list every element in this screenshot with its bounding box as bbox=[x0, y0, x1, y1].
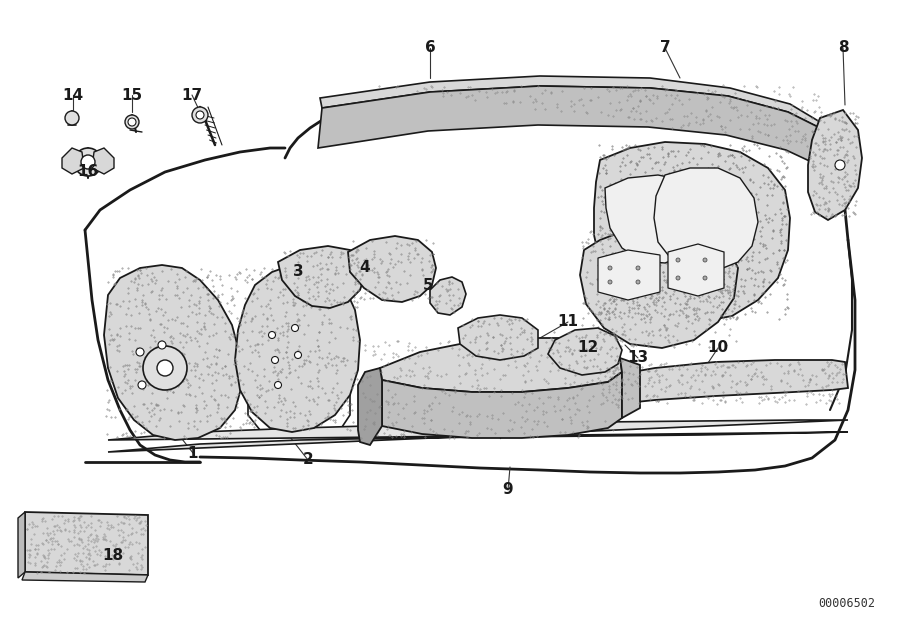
Text: 9: 9 bbox=[503, 483, 513, 497]
Polygon shape bbox=[22, 572, 148, 582]
Circle shape bbox=[157, 360, 173, 376]
Text: 16: 16 bbox=[77, 164, 99, 180]
Circle shape bbox=[192, 107, 208, 123]
Polygon shape bbox=[382, 372, 622, 438]
Polygon shape bbox=[358, 368, 382, 445]
Polygon shape bbox=[598, 360, 848, 406]
Text: 8: 8 bbox=[838, 41, 849, 55]
Polygon shape bbox=[278, 246, 365, 308]
Polygon shape bbox=[620, 358, 640, 418]
Polygon shape bbox=[348, 236, 436, 302]
Text: 14: 14 bbox=[62, 88, 84, 102]
Circle shape bbox=[294, 352, 302, 359]
Circle shape bbox=[676, 258, 680, 262]
Circle shape bbox=[636, 280, 640, 284]
Polygon shape bbox=[104, 265, 242, 440]
Text: 5: 5 bbox=[423, 277, 433, 293]
Polygon shape bbox=[430, 277, 466, 315]
Polygon shape bbox=[580, 224, 738, 348]
Circle shape bbox=[292, 324, 299, 331]
Circle shape bbox=[268, 331, 275, 338]
Polygon shape bbox=[62, 148, 84, 174]
Text: 11: 11 bbox=[557, 314, 579, 330]
Circle shape bbox=[136, 348, 144, 356]
Polygon shape bbox=[318, 86, 830, 165]
Text: 17: 17 bbox=[182, 88, 202, 102]
Circle shape bbox=[74, 148, 102, 176]
Text: 10: 10 bbox=[707, 340, 729, 356]
Circle shape bbox=[128, 118, 136, 126]
Polygon shape bbox=[18, 512, 25, 578]
Circle shape bbox=[138, 381, 146, 389]
Text: 4: 4 bbox=[360, 260, 370, 276]
Circle shape bbox=[608, 280, 612, 284]
Text: 6: 6 bbox=[425, 41, 436, 55]
Polygon shape bbox=[668, 244, 724, 296]
Circle shape bbox=[125, 115, 139, 129]
Circle shape bbox=[676, 276, 680, 280]
Circle shape bbox=[143, 346, 187, 390]
Circle shape bbox=[65, 111, 79, 125]
Circle shape bbox=[703, 276, 707, 280]
Circle shape bbox=[272, 356, 278, 363]
Polygon shape bbox=[108, 420, 848, 452]
Circle shape bbox=[835, 160, 845, 170]
Circle shape bbox=[158, 341, 166, 349]
Polygon shape bbox=[548, 328, 622, 375]
Text: 18: 18 bbox=[103, 547, 123, 563]
Polygon shape bbox=[808, 110, 862, 220]
Circle shape bbox=[81, 155, 95, 169]
Circle shape bbox=[608, 266, 612, 270]
Polygon shape bbox=[25, 512, 148, 575]
Text: 15: 15 bbox=[122, 88, 142, 102]
Circle shape bbox=[636, 266, 640, 270]
Circle shape bbox=[703, 258, 707, 262]
Circle shape bbox=[196, 111, 204, 119]
Polygon shape bbox=[605, 175, 704, 263]
Polygon shape bbox=[654, 168, 758, 270]
Polygon shape bbox=[458, 315, 538, 360]
Text: 3: 3 bbox=[292, 265, 303, 279]
Polygon shape bbox=[594, 142, 790, 322]
Polygon shape bbox=[380, 338, 622, 392]
Polygon shape bbox=[320, 76, 835, 148]
Text: 12: 12 bbox=[578, 340, 599, 356]
Text: 1: 1 bbox=[188, 446, 198, 460]
Polygon shape bbox=[598, 250, 660, 300]
Circle shape bbox=[274, 382, 282, 389]
Text: 00006502: 00006502 bbox=[818, 597, 875, 610]
Text: 13: 13 bbox=[627, 351, 649, 366]
Text: 2: 2 bbox=[302, 453, 313, 467]
Text: 7: 7 bbox=[660, 41, 670, 55]
Polygon shape bbox=[92, 148, 114, 174]
Polygon shape bbox=[235, 265, 360, 432]
